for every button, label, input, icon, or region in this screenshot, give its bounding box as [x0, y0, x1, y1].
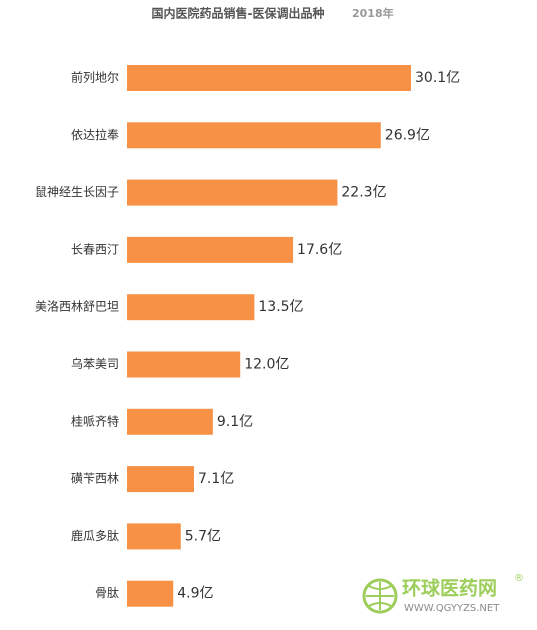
data-label: 30.1亿: [415, 70, 460, 86]
y-tick-label: 桂哌齐特: [71, 413, 119, 428]
data-label: 5.7亿: [185, 528, 221, 544]
bar: [127, 179, 338, 206]
chart-title: 国内医院药品销售-医保调出品种: [152, 6, 325, 21]
y-tick-label: 鼠神经生长因子: [35, 185, 119, 199]
data-label: 22.3亿: [341, 185, 386, 201]
data-label: 17.6亿: [297, 242, 342, 258]
data-label: 7.1亿: [198, 471, 234, 487]
watermark: 环球医药网 ® WWW.QGYYZS.NET: [362, 573, 524, 614]
bar: [127, 294, 255, 321]
watermark-globe-lines: [366, 582, 394, 610]
y-tick-label: 乌苯美司: [71, 356, 119, 371]
data-label: 4.9亿: [177, 586, 213, 602]
data-label: 9.1亿: [217, 414, 253, 430]
bar: [127, 236, 294, 263]
bar: [127, 523, 181, 550]
bar: [127, 466, 194, 493]
bar: [127, 408, 213, 435]
y-tick-label: 骨肽: [95, 585, 119, 600]
bar: [127, 351, 241, 378]
chart-subtitle: 2018年: [352, 6, 394, 20]
data-label: 26.9亿: [385, 127, 430, 143]
y-tick-label: 前列地尔: [71, 70, 119, 85]
y-tick-label: 磺苄西林: [71, 472, 119, 486]
data-label: 13.5亿: [258, 299, 303, 315]
y-tick-label: 鹿瓜多肽: [71, 528, 119, 543]
bar: [127, 122, 381, 149]
y-tick-label: 美洛西林舒巴坦: [35, 299, 119, 314]
y-tick-label: 长春西汀: [71, 242, 119, 256]
watermark-url: WWW.QGYYZS.NET: [404, 603, 500, 614]
watermark-globe: [362, 578, 398, 614]
y-tick-label: 依达拉奉: [71, 127, 119, 142]
bar: [127, 580, 174, 607]
data-label: 12.0亿: [244, 357, 289, 373]
watermark-brand: 环球医药网: [402, 577, 497, 600]
bar: [127, 65, 411, 91]
watermark-mark: ®: [514, 573, 524, 584]
